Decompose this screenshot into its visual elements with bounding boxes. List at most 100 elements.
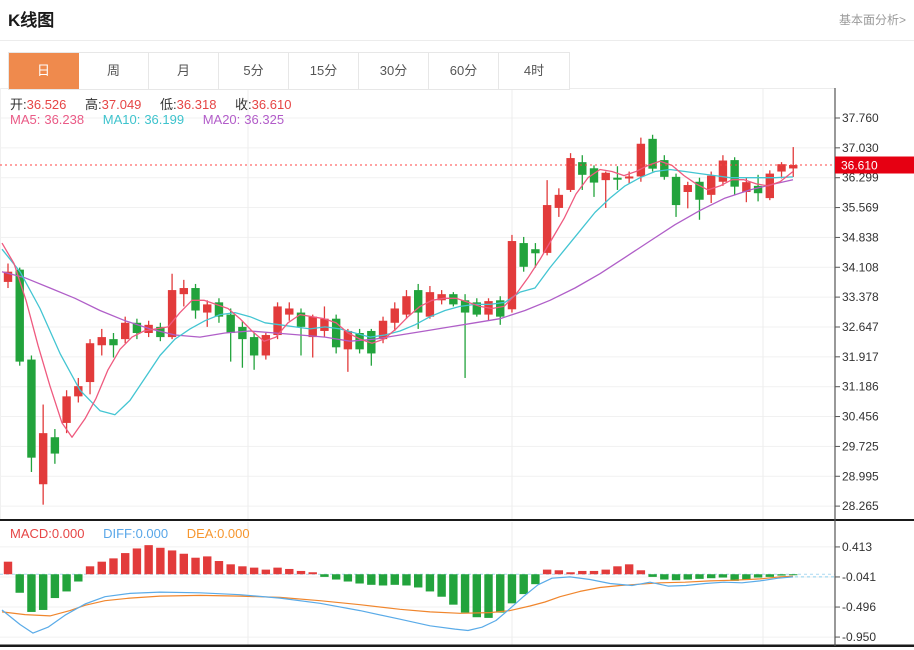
macd-bar <box>261 569 271 575</box>
candle-body <box>777 164 786 172</box>
macd-bar <box>519 574 528 595</box>
period-tabs: 日周月 5分 15分 30分 60分 4时 <box>8 52 570 90</box>
low-label: 低: <box>160 97 177 112</box>
macd-value: 0.000 <box>51 526 85 541</box>
macd-bar <box>789 574 798 576</box>
candle-body <box>519 243 528 267</box>
price-axis-label: 34.108 <box>842 260 879 274</box>
tab-30分[interactable]: 30分 <box>359 53 429 89</box>
price-axis-label: 32.647 <box>842 320 879 334</box>
macd-bar <box>273 567 282 575</box>
macd-bar <box>460 574 470 613</box>
price-axis-label: 28.995 <box>842 469 879 483</box>
tab-60分[interactable]: 60分 <box>429 53 499 89</box>
ma20-label: MA20: <box>202 112 241 127</box>
macd-bar <box>85 566 95 575</box>
macd-label: MACD: <box>10 526 52 541</box>
candle-body <box>179 288 188 295</box>
macd-bar <box>648 574 657 577</box>
ma-legend: MA5: 36.238 MA10: 36.199 MA20: 36.325 <box>10 112 299 127</box>
candle-body <box>425 292 435 317</box>
candle-body <box>496 300 505 317</box>
macd-bar <box>50 574 60 599</box>
candle-body <box>144 324 153 334</box>
macd-bar <box>507 574 517 604</box>
bottom-border <box>0 644 914 647</box>
fundamental-analysis-link[interactable]: 基本面分析> <box>838 13 906 27</box>
candle-body <box>74 386 83 397</box>
candle-body <box>660 160 669 177</box>
candle-body <box>214 302 224 317</box>
candle-body <box>38 433 48 485</box>
tab-日[interactable]: 日 <box>9 53 79 89</box>
macd-bar <box>343 574 353 582</box>
macd-bar <box>613 566 622 575</box>
candle-body <box>273 306 282 336</box>
candle-body <box>203 304 212 313</box>
tab-15分[interactable]: 15分 <box>289 53 359 89</box>
macd-bar <box>777 574 786 576</box>
candle-body <box>742 182 751 192</box>
candle-body <box>789 165 798 169</box>
candle-body <box>378 320 388 340</box>
tab-周[interactable]: 周 <box>79 53 149 89</box>
open-label: 开: <box>10 97 27 112</box>
candle-body <box>531 249 540 254</box>
macd-bar <box>425 574 435 592</box>
candle-body <box>97 337 106 346</box>
macd-bar <box>601 569 610 575</box>
candle-body <box>718 160 728 182</box>
macd-bar <box>414 574 423 588</box>
candle-body <box>15 269 24 362</box>
macd-bar <box>718 574 728 578</box>
macd-bar <box>27 574 36 612</box>
price-axis-label: 34.838 <box>842 230 879 244</box>
tab-5分[interactable]: 5分 <box>219 53 289 89</box>
candle-body <box>484 301 493 315</box>
macd-bar <box>203 556 212 575</box>
macd-bar <box>167 550 177 575</box>
candle-body <box>390 308 399 323</box>
price-axis-label: 33.378 <box>842 290 879 304</box>
candle-body <box>191 288 200 311</box>
candle-body <box>343 330 353 350</box>
candle-body <box>730 160 739 187</box>
candle-body <box>765 173 774 199</box>
close-label: 收: <box>235 97 252 112</box>
macd-bar <box>671 574 681 581</box>
macd-bar <box>144 545 153 575</box>
candle-body <box>636 143 646 177</box>
macd-bar <box>109 558 118 575</box>
candle-body <box>355 333 364 350</box>
candle-body <box>648 138 657 169</box>
macd-bar <box>437 574 446 597</box>
candle-body <box>437 294 446 301</box>
panel-separator <box>0 519 914 521</box>
macd-bar <box>636 570 646 575</box>
header-divider <box>0 40 914 41</box>
price-axis-label: 29.725 <box>842 439 879 453</box>
close-value: 36.610 <box>251 97 292 112</box>
candle-body <box>671 176 681 206</box>
candle-body <box>132 322 142 334</box>
tab-月[interactable]: 月 <box>149 53 219 89</box>
candle-body <box>249 337 259 356</box>
macd-legend: MACD:0.000 DIFF:0.000 DEA:0.000 <box>10 526 265 541</box>
tab-4时[interactable]: 4时 <box>499 53 569 89</box>
macd-bar <box>695 574 704 579</box>
macd-bar <box>226 564 235 575</box>
candle-body <box>578 162 587 175</box>
macd-bar <box>765 574 774 577</box>
macd-bar <box>285 568 294 575</box>
price-axis-label: 35.569 <box>842 201 879 215</box>
macd-axis-label: -0.950 <box>842 630 876 644</box>
candle-body <box>601 172 610 181</box>
price-tag <box>835 156 914 174</box>
candle-body <box>414 290 423 313</box>
macd-axis-label: -0.496 <box>842 600 876 614</box>
price-axis-label: 31.917 <box>842 350 879 364</box>
macd-bar <box>566 572 575 575</box>
diff-value: 0.000 <box>135 526 169 541</box>
high-value: 37.049 <box>101 97 142 112</box>
candle-body <box>542 205 552 253</box>
